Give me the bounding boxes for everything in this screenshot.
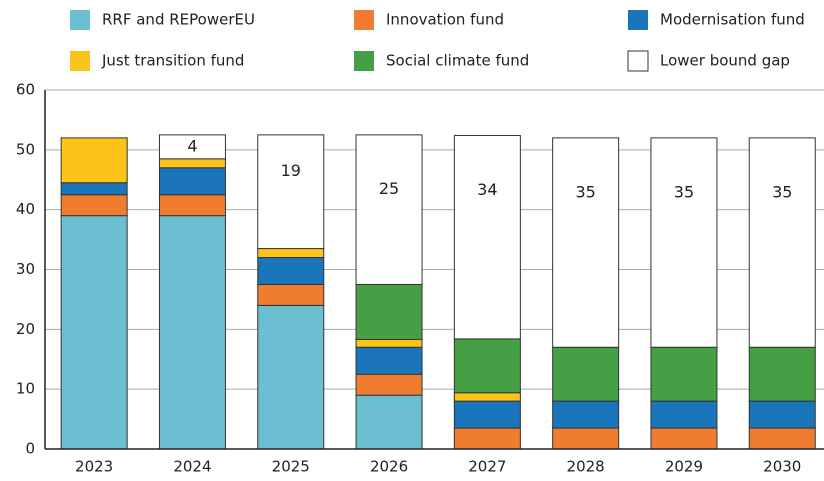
- value-label: 35: [575, 182, 595, 201]
- y-tick-label: 50: [16, 140, 35, 158]
- bar-segment: [650, 427, 718, 450]
- bar-segment: [453, 338, 521, 394]
- value-label: 35: [674, 182, 694, 201]
- bar-segment: [257, 248, 325, 259]
- y-tick-label: 10: [16, 380, 35, 398]
- y-tick-label: 60: [16, 81, 35, 99]
- bar-segment: [748, 137, 816, 348]
- bar-segment: [453, 400, 521, 429]
- bar-segment: [650, 346, 718, 402]
- bar-segment: [355, 346, 423, 375]
- value-label: 19: [281, 161, 301, 180]
- bar-segment: [60, 137, 128, 184]
- bar-segment: [552, 400, 620, 429]
- bar-segment: [158, 167, 226, 196]
- bar-segment: [453, 392, 521, 402]
- legend-swatch: [70, 51, 90, 71]
- legend-label: Innovation fund: [386, 11, 504, 29]
- bar-segment: [257, 257, 325, 285]
- legend-label: Social climate fund: [386, 52, 529, 70]
- bar-segment: [355, 283, 423, 341]
- x-tick-label: 2027: [468, 458, 506, 476]
- bar-segment: [60, 194, 128, 217]
- x-tick-label: 2023: [75, 458, 113, 476]
- bar-segment: [355, 134, 423, 285]
- bar-segment: [60, 182, 128, 196]
- x-tick-label: 2030: [763, 458, 801, 476]
- x-tick-label: 2029: [665, 458, 703, 476]
- x-tick-label: 2025: [272, 458, 310, 476]
- legend-label: Just transition fund: [101, 52, 244, 70]
- bar-segment: [257, 134, 325, 250]
- bar-segment: [748, 427, 816, 450]
- legend-swatch: [354, 51, 374, 71]
- x-tick-label: 2026: [370, 458, 408, 476]
- bar-segment: [257, 304, 325, 450]
- bar-segment: [158, 134, 226, 160]
- bar-segment: [158, 158, 226, 169]
- value-label: 4: [187, 136, 197, 155]
- bar-segment: [650, 400, 718, 429]
- y-tick-label: 0: [25, 440, 35, 458]
- bar-segment: [453, 134, 521, 340]
- bar-segment: [552, 427, 620, 450]
- bar-segment: [257, 283, 325, 306]
- bar-segment: [158, 194, 226, 217]
- legend-swatch: [628, 10, 648, 30]
- bar-segment: [355, 339, 423, 348]
- bar-segment: [552, 137, 620, 348]
- x-tick-label: 2028: [567, 458, 605, 476]
- bar-segment: [60, 215, 128, 450]
- legend-label: RRF and REPowerEU: [102, 11, 255, 29]
- value-label: 25: [379, 179, 399, 198]
- bar-segment: [748, 346, 816, 402]
- bar-segment: [158, 215, 226, 450]
- y-tick-label: 40: [16, 200, 35, 218]
- x-tick-label: 2024: [173, 458, 211, 476]
- value-label: 35: [772, 182, 792, 201]
- bar-segment: [453, 427, 521, 450]
- bar-segment: [355, 373, 423, 396]
- value-label: 34: [477, 180, 497, 199]
- y-tick-label: 30: [16, 260, 35, 278]
- bar-segment: [552, 346, 620, 402]
- legend-label: Lower bound gap: [660, 52, 790, 70]
- bar-segment: [748, 400, 816, 429]
- legend-label: Modernisation fund: [660, 11, 805, 29]
- legend-swatch: [70, 10, 90, 30]
- bar-segment: [650, 137, 718, 348]
- legend-swatch: [627, 50, 649, 72]
- y-tick-label: 20: [16, 320, 35, 338]
- bar-segment: [355, 394, 423, 450]
- legend-swatch: [354, 10, 374, 30]
